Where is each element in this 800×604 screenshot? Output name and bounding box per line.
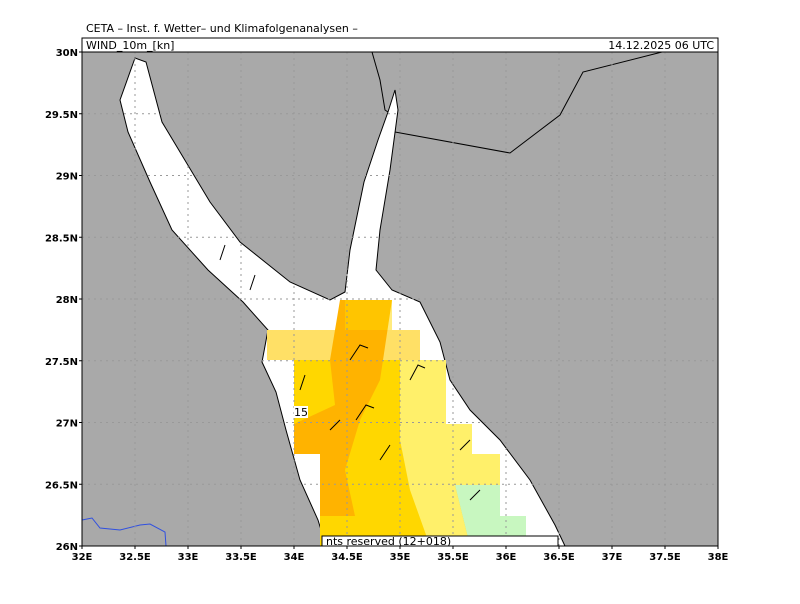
lon-label: 32E — [72, 552, 93, 563]
lat-label: 26.5N — [45, 480, 78, 491]
wind-cell — [400, 360, 500, 546]
lon-label: 33.5E — [225, 552, 257, 563]
wind-field — [267, 300, 526, 546]
contour-label: 15 — [294, 406, 308, 419]
lon-label: 36.5E — [543, 552, 575, 563]
wind-barbs — [219, 244, 481, 501]
border — [394, 51, 663, 154]
lon-label: 33E — [178, 552, 199, 563]
lon-label: 37.5E — [649, 552, 681, 563]
lon-label: 35.5E — [437, 552, 469, 563]
variable-label: WIND_10m_[kn] — [86, 39, 174, 52]
lat-label: 30N — [56, 48, 78, 59]
river — [81, 517, 167, 547]
footer: nts reserved (12+018) — [326, 535, 451, 548]
lon-label: 34.5E — [331, 552, 363, 563]
grid — [82, 52, 718, 546]
lat-label: 29.5N — [45, 110, 78, 121]
lat-label: 28.5N — [45, 233, 78, 244]
lat-label: 28N — [56, 295, 78, 306]
map: 15 nts reserved (12+018) — [81, 51, 719, 548]
lat-label: 27.5N — [45, 357, 78, 368]
lat-label: 27N — [56, 419, 78, 430]
lon-label: 35E — [390, 552, 411, 563]
title: CETA – Inst. f. Wetter– und Klimafolgena… — [86, 22, 358, 35]
wind-cell — [294, 300, 392, 516]
wind-cell — [345, 300, 392, 330]
datetime-label: 14.12.2025 06 UTC — [608, 39, 714, 52]
lon-label: 34E — [284, 552, 305, 563]
lon-label: 32.5E — [119, 552, 151, 563]
wind-cell — [455, 485, 526, 546]
lon-label: 36E — [496, 552, 517, 563]
lon-label: 38E — [708, 552, 729, 563]
footer-box — [321, 535, 559, 547]
border — [371, 51, 389, 113]
lat-label: 26N — [56, 542, 78, 553]
lat-label: 29N — [56, 172, 78, 183]
contour-label-bg — [294, 406, 308, 418]
lon-label: 37E — [602, 552, 623, 563]
